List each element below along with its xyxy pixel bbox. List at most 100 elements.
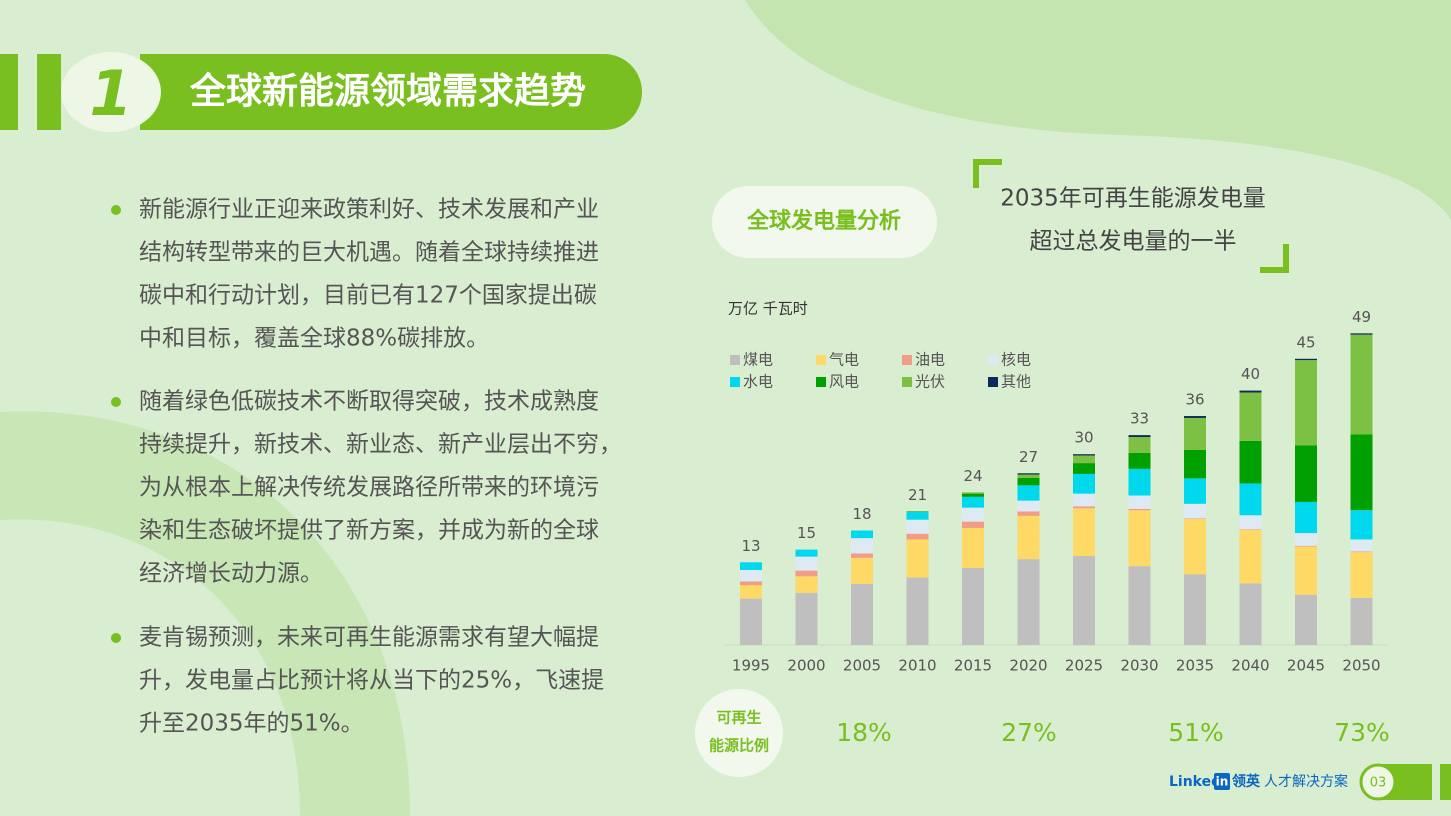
footer-brand: Linked (1169, 774, 1221, 790)
bar-segment (1350, 333, 1373, 335)
bullet-text: 麦肯锡预测，未来可再生能源需求有望大幅提 (139, 625, 599, 651)
share-value: 18% (836, 718, 892, 747)
bar-segment (1073, 508, 1095, 556)
bullet-text: 中和目标，覆盖全球88%碳排放。 (139, 326, 489, 352)
bar-segment (1073, 455, 1095, 464)
legend-swatch (816, 355, 826, 365)
bar-segment (1017, 511, 1040, 516)
bullet-text: 经济增长动力源。 (139, 561, 323, 587)
bar-segment (962, 492, 984, 494)
total-label: 33 (1130, 410, 1149, 428)
bar-segment (1350, 551, 1373, 553)
bar-segment (1073, 555, 1095, 645)
bullet-dot (111, 205, 121, 215)
bullet-text: 染和生态破坏提供了新方案，并成为新的全球 (139, 518, 599, 544)
total-label: 13 (741, 537, 760, 555)
share-value: 27% (1001, 718, 1057, 747)
legend-label: 气电 (829, 351, 859, 369)
x-tick-label: 2025 (1065, 657, 1103, 675)
bar-segment (1295, 545, 1317, 547)
x-tick-label: 2020 (1009, 657, 1047, 675)
bar-segment (1350, 510, 1373, 540)
bar-segment (851, 583, 873, 645)
bullet-text: 碳中和行动计划，目前已有127个国家提出碳 (139, 283, 597, 309)
total-label: 49 (1352, 308, 1371, 326)
bar-segment (1184, 417, 1206, 450)
total-label: 18 (852, 505, 871, 523)
bullet-text: 结构转型带来的巨大机遇。随着全球持续推进 (139, 240, 599, 266)
bar-segment (1295, 445, 1317, 502)
bar-segment (906, 512, 929, 520)
header-number: 1 (89, 57, 132, 130)
bar-segment (740, 598, 762, 645)
x-tick-label: 2035 (1176, 657, 1214, 675)
bar-segment (1128, 437, 1151, 453)
bullet-text: 持续提升，新技术、新业态、新产业层出不穷， (139, 432, 622, 458)
bar-segment (962, 521, 984, 528)
legend-label: 核电 (1001, 351, 1031, 369)
bar-segment (1239, 529, 1262, 584)
bar-segment (1073, 473, 1095, 494)
bar-segment (1295, 546, 1317, 595)
bar-segment (1295, 360, 1317, 446)
total-label: 45 (1296, 333, 1315, 351)
footer-tagline: 人才解决方案 (1264, 773, 1348, 790)
bar-segment (795, 570, 818, 577)
arc (0, 411, 410, 816)
x-tick-label: 2045 (1287, 657, 1325, 675)
bar-segment (1128, 468, 1151, 496)
headline: 超过总发电量的一半 (1030, 229, 1237, 255)
x-tick-label: 2000 (787, 657, 825, 675)
total-label: 40 (1241, 365, 1260, 383)
legend-swatch (730, 355, 740, 365)
page-number: 03 (1370, 776, 1387, 791)
bar-segment (795, 592, 818, 645)
bar-segment (1017, 473, 1040, 475)
header-stripe (37, 54, 61, 130)
share-label: 可再生 (716, 709, 761, 727)
x-tick-label: 2050 (1342, 657, 1380, 675)
bar-segment (740, 569, 762, 582)
bar-segment (1184, 416, 1206, 418)
bar-segment (1073, 463, 1095, 474)
share-label: 能源比例 (709, 737, 769, 755)
bar-segment (1184, 518, 1206, 520)
bar-segment (851, 557, 873, 584)
bar-segment (851, 553, 873, 558)
bar-segment (740, 562, 762, 570)
bullet-text: 升至2035年的51%。 (139, 711, 364, 737)
bar-segment (795, 549, 818, 557)
bar-segment (851, 538, 873, 554)
bar-segment (962, 507, 984, 522)
bar-segment (795, 556, 818, 571)
bar-segment (962, 527, 984, 569)
bar-segment (1128, 452, 1151, 469)
bar-segment (962, 493, 984, 497)
legend-label: 煤电 (743, 351, 773, 369)
bar-segment (1184, 574, 1206, 645)
bar-segment (740, 581, 762, 586)
legend-label: 光伏 (915, 373, 945, 391)
total-label: 15 (797, 524, 816, 542)
bar-segment (1073, 454, 1095, 456)
bar-segment (1073, 506, 1095, 509)
bullet-text: 为从根本上解决传统发展路径所带来的环境污 (139, 475, 599, 501)
total-label: 24 (963, 467, 982, 485)
bar-segment (1073, 493, 1095, 507)
bullet-text: 新能源行业正迎来政策利好、技术发展和产业 (139, 197, 599, 223)
bar-segment (1239, 392, 1262, 441)
total-label: 27 (1019, 448, 1038, 466)
bar-segment (1017, 559, 1040, 645)
bar-segment (1350, 334, 1373, 435)
header-bar (140, 54, 642, 130)
bar-segment (1295, 533, 1317, 546)
x-tick-label: 2010 (898, 657, 936, 675)
headline: 2035年可再生能源发电量 (1000, 186, 1266, 212)
total-label: 21 (908, 486, 927, 504)
bar-segment (906, 577, 929, 645)
bar-segment (1128, 435, 1151, 438)
bar-segment (906, 533, 929, 540)
footer-stripe (1440, 764, 1451, 800)
legend-label: 水电 (743, 373, 773, 391)
